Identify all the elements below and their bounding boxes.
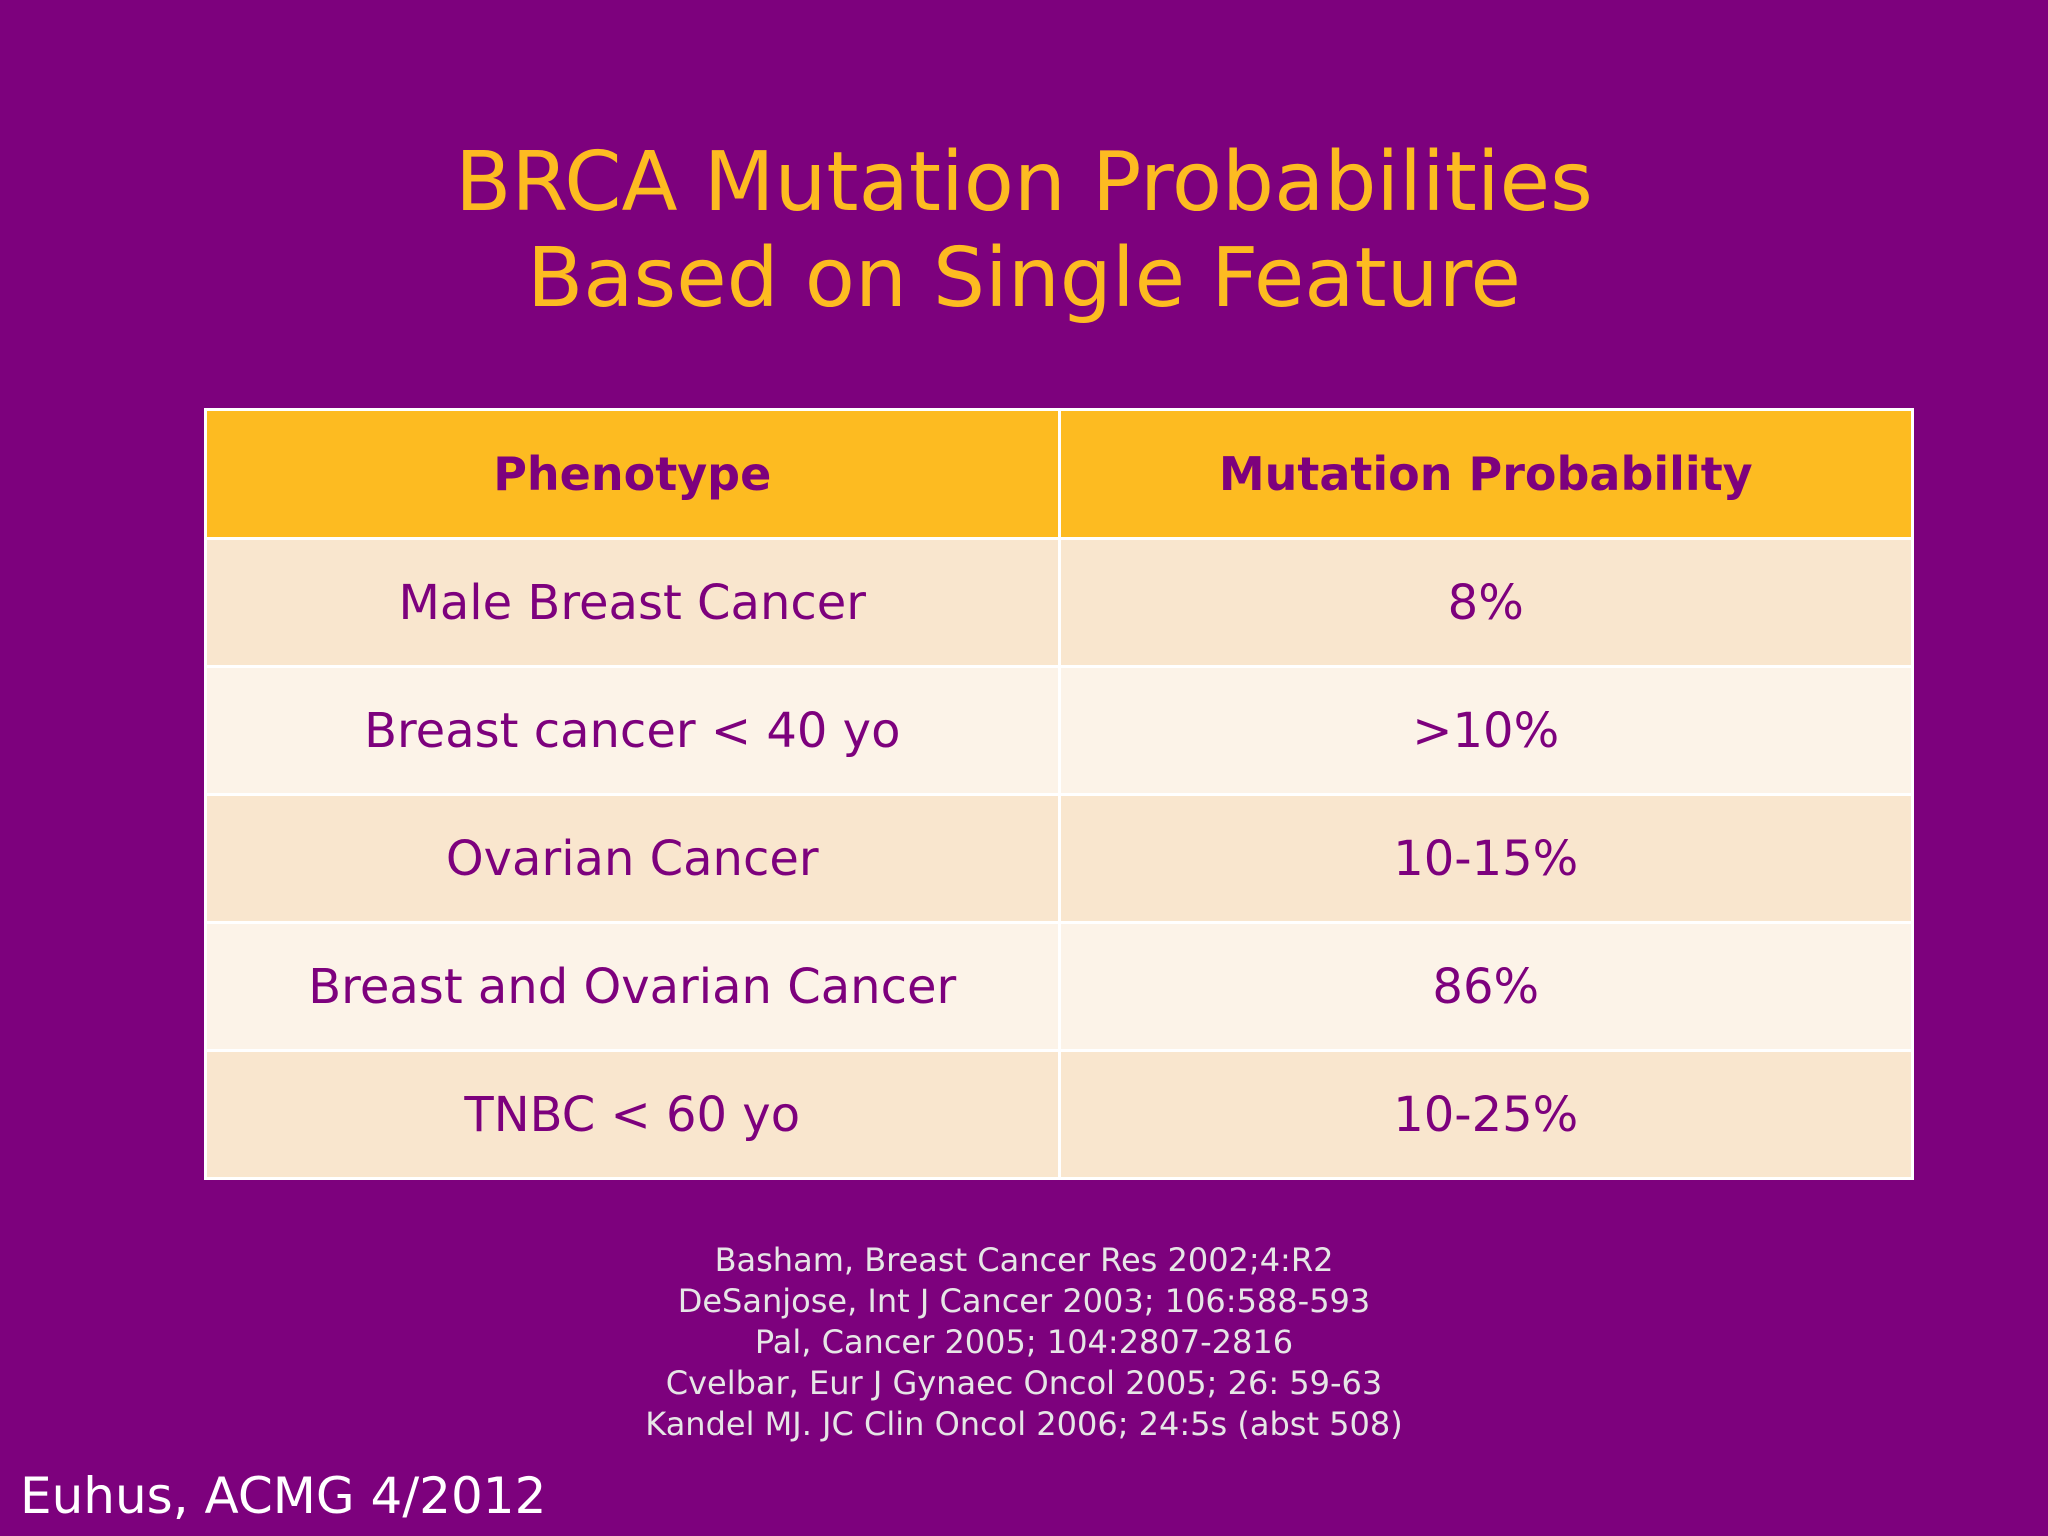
probability-table: Phenotype Mutation Probability Male Brea… [204, 408, 1914, 1180]
reference-line: DeSanjose, Int J Cancer 2003; 106:588-59… [677, 1282, 1371, 1320]
phenotype-cell: Ovarian Cancer [204, 793, 1061, 924]
header-mutation-probability: Mutation Probability [1057, 408, 1914, 540]
header-phenotype: Phenotype [204, 408, 1061, 540]
table-row: Male Breast Cancer 8% [204, 537, 1914, 668]
phenotype-cell: Breast cancer < 40 yo [204, 665, 1061, 796]
phenotype-cell: Male Breast Cancer [204, 537, 1061, 668]
probability-cell: 10-15% [1057, 793, 1914, 924]
probability-cell: 86% [1057, 921, 1914, 1052]
reference-line: Cvelbar, Eur J Gynaec Oncol 2005; 26: 59… [665, 1364, 1383, 1402]
slide-title-line-1: BRCA Mutation Probabilities [455, 135, 1593, 230]
reference-line: Basham, Breast Cancer Res 2002;4:R2 [714, 1241, 1334, 1279]
references: Basham, Breast Cancer Res 2002;4:R2 DeSa… [0, 1240, 2048, 1445]
slide-title: BRCA Mutation Probabilities Based on Sin… [0, 135, 2048, 327]
slide-title-line-2: Based on Single Feature [526, 231, 1521, 326]
slide-credit: Euhus, ACMG 4/2012 [20, 1467, 547, 1525]
probability-cell: 8% [1057, 537, 1914, 668]
phenotype-cell: TNBC < 60 yo [204, 1049, 1061, 1180]
table-row: TNBC < 60 yo 10-25% [204, 1049, 1914, 1180]
table-header-row: Phenotype Mutation Probability [204, 408, 1914, 540]
table-row: Breast cancer < 40 yo >10% [204, 665, 1914, 796]
probability-cell: >10% [1057, 665, 1914, 796]
reference-line: Pal, Cancer 2005; 104:2807-2816 [754, 1323, 1294, 1361]
probability-cell: 10-25% [1057, 1049, 1914, 1180]
table-row: Ovarian Cancer 10-15% [204, 793, 1914, 924]
table-row: Breast and Ovarian Cancer 86% [204, 921, 1914, 1052]
phenotype-cell: Breast and Ovarian Cancer [204, 921, 1061, 1052]
reference-line: Kandel MJ. JC Clin Oncol 2006; 24:5s (ab… [645, 1405, 1403, 1443]
